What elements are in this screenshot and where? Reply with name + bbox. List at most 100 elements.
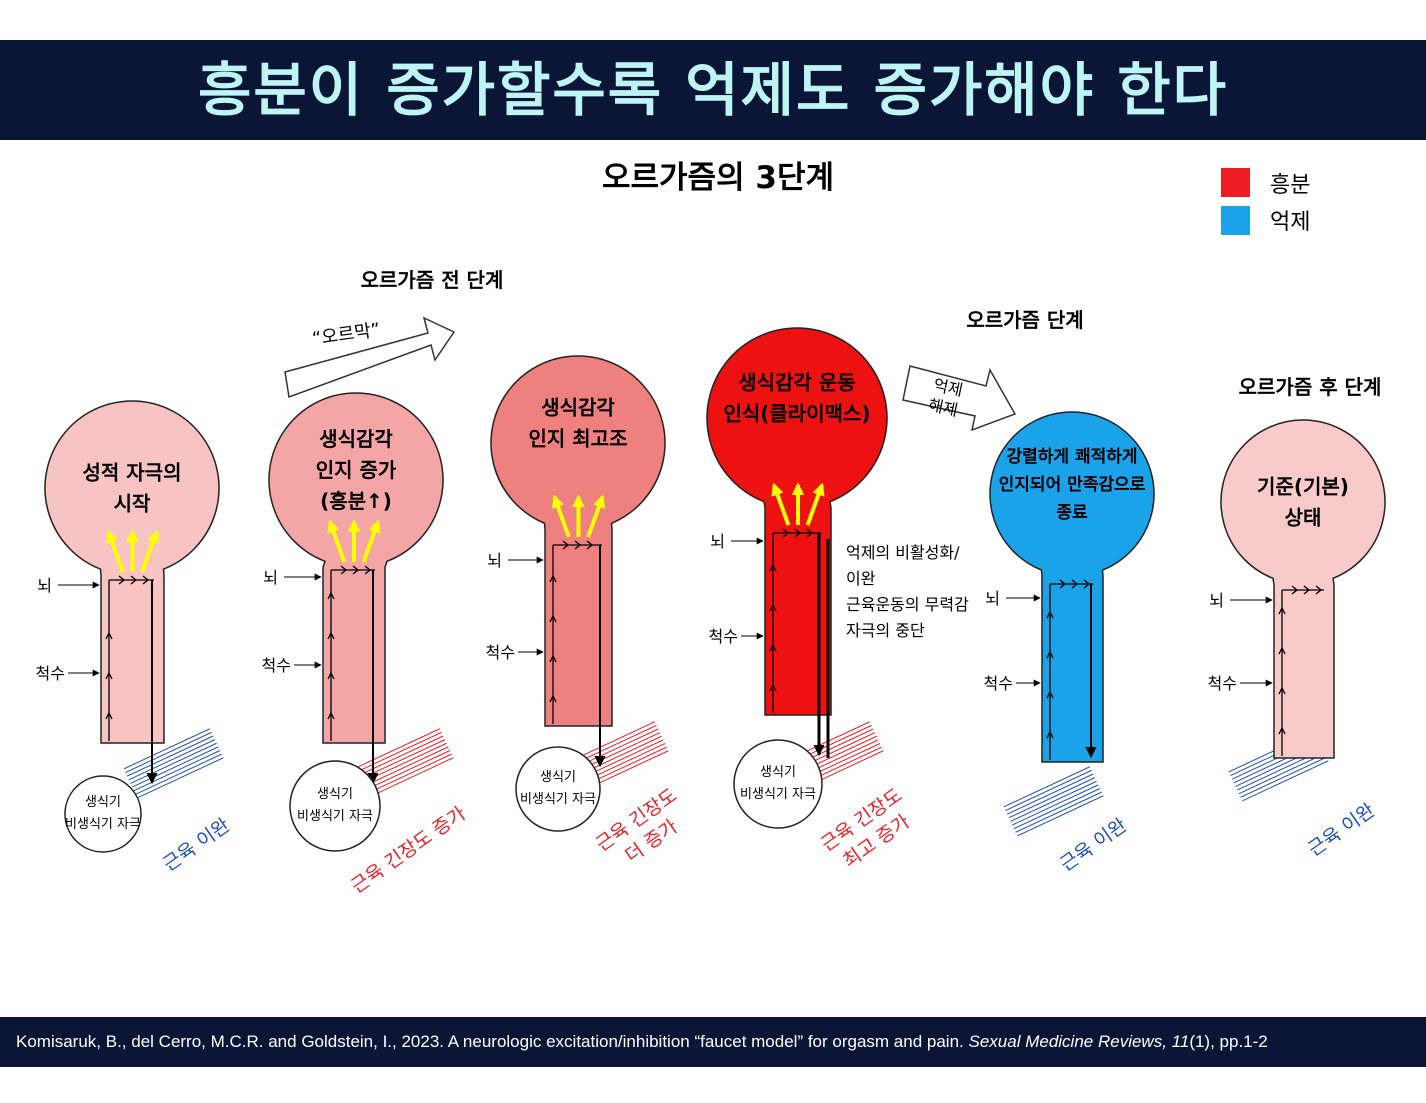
brain-label: 뇌: [985, 589, 1000, 608]
hatch-line: [1013, 788, 1101, 830]
hatch-line: [355, 731, 442, 773]
motor-arrowhead: [594, 755, 606, 768]
sensory-arrowhead: [549, 614, 557, 623]
stimulus-label-2: 비생식기 자극: [740, 787, 816, 802]
hatch-line: [137, 757, 224, 799]
hatch-line: [1242, 760, 1329, 802]
stage-label: 시작: [114, 492, 151, 516]
citation-bar: [0, 1017, 1426, 1067]
stimulus-arrow: [140, 529, 160, 573]
climax-note-1: 억제의 비활성화/: [846, 543, 960, 562]
hatch-line: [1006, 773, 1094, 815]
brain-arrowhead: [806, 528, 814, 538]
hatch-line: [131, 746, 219, 788]
muscle-label: 근육 이완: [1056, 814, 1131, 876]
stimulus-arrow: [805, 482, 825, 526]
brain-arrowhead: [1303, 585, 1311, 595]
stimulus-arrow: [105, 529, 125, 573]
hatch-line: [1011, 784, 1099, 826]
hatch-line: [1015, 791, 1102, 833]
stimulus-label-2: 비생식기 자극: [520, 792, 596, 807]
motor-arrowhead: [813, 744, 825, 757]
legend-swatch-inhibition: [1221, 206, 1250, 235]
hatch-line: [365, 753, 452, 795]
sensory-arrowhead: [549, 574, 557, 583]
stimulus-circle: [289, 760, 381, 852]
brain-arrowhead: [1315, 585, 1323, 595]
spine-label: 척수: [486, 643, 515, 662]
sensory-arrowhead: [1278, 726, 1286, 735]
brain-arrowhead: [586, 540, 594, 550]
faucet-shape: [44, 400, 220, 744]
sensory-arrowhead: [549, 694, 557, 703]
brain-arrowhead: [364, 565, 372, 575]
legend-swatch-excitation: [1221, 168, 1250, 197]
brain-label: 뇌: [37, 576, 52, 595]
brain-arrowhead: [340, 565, 348, 575]
muscle-label-group: 근육 이완: [1304, 799, 1379, 861]
sensory-arrowhead: [769, 563, 777, 572]
brain-arrowhead: [794, 528, 802, 538]
climax-note-4: 자극의 중단: [846, 621, 925, 640]
title-banner: [0, 40, 1426, 140]
stage-label: 성적 자극의: [83, 461, 182, 485]
hatch-line: [123, 728, 211, 770]
hatch-line: [1240, 756, 1327, 798]
brain-arrowhead: [352, 565, 360, 575]
sensory-arrowhead: [1046, 690, 1054, 699]
hatch-line: [128, 739, 216, 781]
climax-note-3: 근육운동의 무력감: [846, 595, 969, 614]
page-title: 흥분이 증가할수록 억제도 증가해야 한다: [198, 56, 1228, 124]
stage-label: 생식감각: [541, 396, 615, 420]
stage-label: 기준(기본): [1257, 475, 1349, 499]
stage-label: 인식(클라이맥스): [723, 402, 870, 426]
hatch-line: [353, 728, 441, 770]
sensory-arrowhead: [1278, 646, 1286, 655]
hatch-line: [356, 735, 444, 777]
sensory-arrowhead: [769, 643, 777, 652]
hatch-line: [135, 753, 222, 795]
muscle-label-group: 근육 이완: [159, 814, 234, 876]
phase-orgasm: 오르가즘 단계: [966, 308, 1083, 332]
stimulus-arrow: [586, 494, 606, 538]
stage-label: 종료: [1056, 503, 1088, 523]
brain-arrowhead: [1059, 579, 1067, 589]
muscle-hatch: [1003, 766, 1104, 837]
spine-label: 척수: [984, 674, 1013, 693]
sensory-arrowhead: [105, 671, 113, 680]
stimulus-arrow: [771, 482, 791, 526]
hatch-line: [361, 746, 449, 788]
sensory-arrowhead: [1278, 606, 1286, 615]
brain-label: 뇌: [263, 568, 278, 587]
muscle-hatch: [353, 728, 454, 799]
motor-arrowhead: [1085, 746, 1097, 759]
muscle-label: 근육 이완: [1304, 799, 1379, 861]
brain-label: 뇌: [487, 551, 502, 570]
stimulus-label-2: 비생식기 자극: [297, 809, 373, 824]
stage-label: 상태: [1285, 506, 1322, 530]
stimulus-circle: [733, 739, 823, 829]
brain-arrowhead: [574, 540, 582, 550]
brain-label: 뇌: [1209, 591, 1224, 610]
stage-label: 강렬하게 쾌적하게: [1006, 446, 1137, 467]
sensory-arrowhead: [327, 631, 335, 640]
citation-journal: Sexual Medicine Reviews,: [968, 1032, 1167, 1051]
stimulus-label-1: 생식기: [540, 770, 576, 785]
stimulus-circle: [515, 746, 601, 832]
sensory-arrowhead: [769, 683, 777, 692]
stage-label: 인지 최고조: [529, 427, 628, 451]
hatch-line: [1238, 753, 1326, 795]
stimulus-circle: [64, 775, 142, 853]
brain-arrowhead: [142, 575, 150, 585]
climax-note-2: 이완: [846, 569, 876, 588]
hatch-line: [1003, 766, 1091, 808]
stimulus-label-2: 비생식기 자극: [65, 817, 141, 832]
spine-label: 척수: [262, 656, 291, 675]
